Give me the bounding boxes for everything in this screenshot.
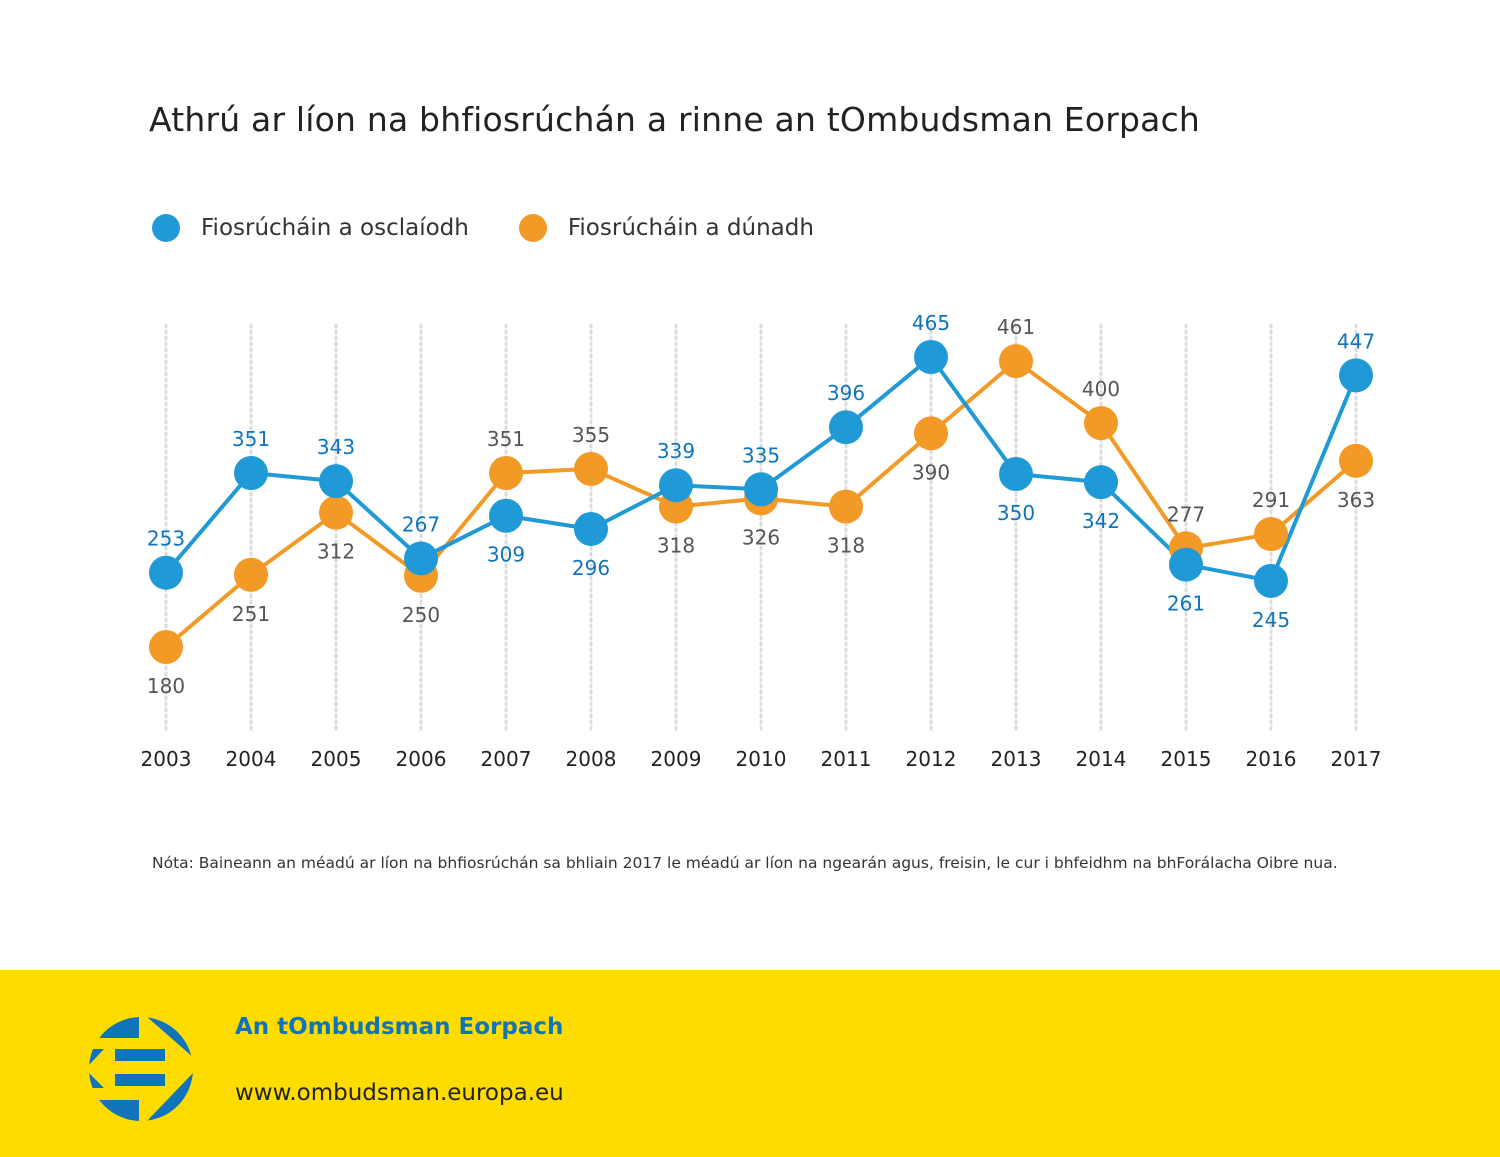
data-point-closed [829,489,863,524]
data-point-opened [574,511,608,546]
x-tick-label: 2014 [1076,747,1127,771]
data-point-opened [1339,358,1373,393]
data-label-opened: 343 [317,435,355,459]
data-point-opened [999,457,1033,492]
data-point-closed [914,416,948,451]
legend-item-closed: Fiosrúcháin a dúnadh [518,214,814,242]
data-point-opened [234,456,268,490]
data-label-opened: 339 [657,439,695,463]
data-point-opened [489,498,523,533]
x-tick-label: 2008 [566,747,617,771]
data-point-closed [1339,443,1373,478]
x-tick-label: 2015 [1161,747,1212,771]
data-point-opened [1169,547,1203,582]
x-tick-label: 2003 [141,747,192,771]
data-label-closed: 400 [1082,377,1120,401]
data-label-opened: 350 [997,501,1035,525]
x-tick-label: 2005 [311,747,362,771]
website-link[interactable]: www.ombudsman.europa.eu [235,1080,564,1106]
data-label-closed: 277 [1167,502,1205,526]
data-point-opened [829,410,863,445]
data-point-closed [234,557,268,592]
data-point-closed [999,344,1033,379]
chart-title: Athrú ar líon na bhfiosrúchán a rinne an… [149,100,1201,139]
data-label-opened: 342 [1082,509,1120,533]
x-tick-label: 2009 [651,747,702,771]
footer-banner: An tOmbudsman Eorpach www.ombudsman.euro… [0,970,1500,1157]
data-label-closed: 355 [572,423,610,447]
organization-name: An tOmbudsman Eorpach [235,1014,564,1040]
data-label-closed: 312 [317,540,355,564]
data-point-closed [149,630,183,664]
data-point-opened [914,340,948,374]
x-tick-label: 2011 [821,747,872,771]
data-label-opened: 267 [402,512,440,536]
data-label-opened: 309 [487,543,525,567]
data-point-closed [489,456,523,490]
x-tick-label: 2006 [396,747,447,771]
data-label-closed: 326 [742,525,780,549]
data-label-opened: 396 [827,381,865,405]
legend-label-opened: Fiosrúcháin a osclaíodh [201,215,469,241]
data-label-opened: 261 [1167,592,1205,616]
data-label-closed: 318 [657,534,695,558]
data-label-closed: 291 [1252,488,1290,512]
data-label-closed: 461 [997,315,1035,339]
data-point-closed [1254,517,1288,552]
legend-marker-closed [518,214,547,242]
x-tick-label: 2017 [1331,747,1382,771]
data-label-closed: 363 [1337,488,1375,512]
data-label-closed: 318 [827,534,865,558]
legend-label-closed: Fiosrúcháin a dúnadh [567,215,814,241]
data-point-opened [744,472,778,507]
data-label-closed: 180 [147,674,185,698]
x-tick-label: 2013 [991,747,1042,771]
x-tick-label: 2016 [1246,747,1297,771]
european-ombudsman-logo-icon [89,1017,193,1121]
data-label-closed: 251 [232,602,270,626]
data-point-closed [319,495,353,530]
line-chart: 2003 2004 2005 2006 2007 2008 2009 2010 2011 2012… [141,311,1382,771]
x-tick-label: 2012 [906,747,957,771]
data-label-opened: 253 [147,527,185,551]
legend: Fiosrúcháin a osclaíodh Fiosrúcháin a dú… [152,214,864,242]
data-point-opened [659,468,693,503]
data-point-opened [404,541,438,576]
footnote: Nóta: Baineann an méadú ar líon na bhfio… [152,854,1338,872]
x-tick-label: 2007 [481,747,532,771]
data-label-opened: 296 [572,556,610,580]
x-tick-label: 2010 [736,747,787,771]
data-point-opened [1254,563,1288,598]
data-label-opened: 447 [1337,329,1375,353]
data-point-opened [149,555,183,590]
data-label-opened: 351 [232,427,270,451]
data-label-closed: 390 [912,460,950,484]
data-label-opened: 465 [912,311,950,335]
legend-item-opened: Fiosrúcháin a osclaíodh [152,214,469,242]
data-label-closed: 250 [402,603,440,627]
data-point-opened [1084,465,1118,500]
data-point-opened [319,464,353,499]
data-point-closed [574,451,608,486]
data-label-opened: 335 [742,443,780,467]
data-point-closed [1084,406,1118,441]
x-tick-label: 2004 [226,747,277,771]
data-label-closed: 351 [487,427,525,451]
legend-marker-opened [152,214,180,242]
data-label-opened: 245 [1252,608,1290,632]
